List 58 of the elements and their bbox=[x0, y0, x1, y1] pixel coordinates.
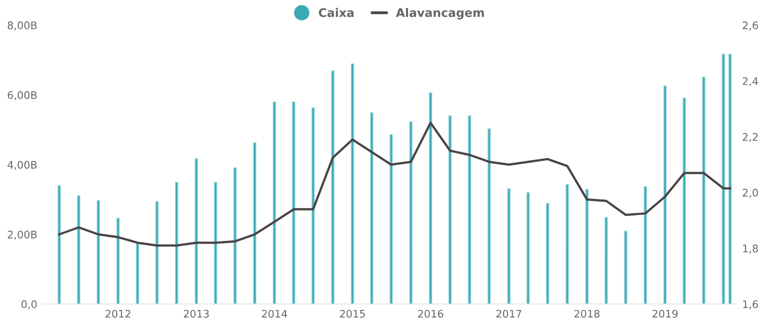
bar bbox=[566, 184, 569, 304]
bar bbox=[728, 54, 732, 304]
y-tick-label: 8,00B bbox=[8, 21, 37, 30]
y-tick-label: 6,00B bbox=[8, 91, 37, 100]
bar bbox=[682, 98, 686, 304]
legend-label: Alavancagem bbox=[396, 8, 484, 20]
bar bbox=[272, 101, 276, 304]
bar bbox=[58, 185, 61, 304]
bar bbox=[96, 200, 100, 304]
bar bbox=[136, 242, 140, 304]
bar bbox=[233, 167, 237, 304]
bar bbox=[624, 230, 628, 304]
bar bbox=[702, 76, 706, 304]
x-tick-label: 2019 bbox=[652, 310, 678, 318]
bar bbox=[175, 182, 178, 304]
line-series bbox=[58, 122, 732, 247]
bar bbox=[546, 202, 550, 304]
y-tick-label: 2,00B bbox=[8, 230, 37, 240]
bar bbox=[448, 115, 452, 304]
bar bbox=[155, 201, 159, 304]
x-tick-label: 2015 bbox=[340, 310, 365, 318]
bar bbox=[409, 121, 412, 304]
bar bbox=[370, 112, 374, 304]
bar bbox=[253, 142, 256, 304]
bar bbox=[292, 101, 296, 304]
bar bbox=[194, 158, 198, 304]
x-tick-label: 2017 bbox=[496, 310, 522, 318]
x-tick-label: 2013 bbox=[184, 310, 209, 318]
y2-tick-label: 1,8 bbox=[743, 244, 758, 254]
bar bbox=[722, 54, 726, 304]
y2-tick-label: 2,0 bbox=[742, 188, 758, 198]
bar bbox=[644, 186, 647, 304]
bar bbox=[488, 128, 491, 304]
y-tick-label: 4,00B bbox=[8, 160, 37, 170]
y2-tick-label: 2,6 bbox=[742, 21, 758, 30]
bar bbox=[663, 85, 667, 304]
legend-label: Caixa bbox=[318, 8, 354, 18]
bar bbox=[526, 192, 530, 304]
bar bbox=[585, 188, 589, 304]
bar bbox=[331, 70, 334, 304]
bar bbox=[428, 92, 432, 304]
y2-tick-label: 1,6 bbox=[743, 300, 758, 310]
bar bbox=[468, 115, 472, 304]
y2-tick-label: 2,4 bbox=[742, 77, 758, 86]
x-tick-label: 2012 bbox=[106, 310, 130, 318]
bar bbox=[77, 195, 80, 304]
y-tick-label: 0,0 bbox=[22, 300, 37, 310]
x-tick-label: 2014 bbox=[262, 310, 288, 318]
bar bbox=[390, 134, 393, 304]
bar bbox=[350, 63, 354, 304]
bar bbox=[604, 216, 608, 304]
bar bbox=[312, 107, 315, 304]
bar bbox=[507, 188, 510, 304]
bar bbox=[214, 182, 218, 304]
y2-tick-label: 2,2 bbox=[742, 132, 758, 142]
x-tick-label: 2016 bbox=[418, 310, 444, 318]
bar bbox=[116, 218, 120, 304]
x-tick-label: 2018 bbox=[574, 310, 600, 318]
